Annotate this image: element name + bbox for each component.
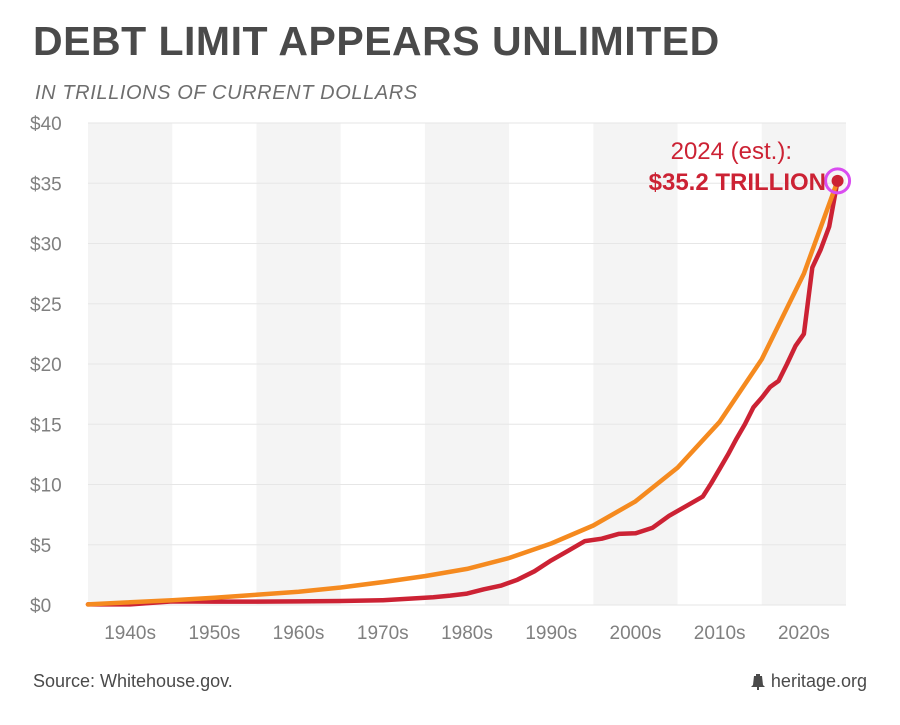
liberty-bell-icon <box>750 673 765 690</box>
y-tick-label: $5 <box>30 536 51 557</box>
chart-subtitle: IN TRILLIONS OF CURRENT DOLLARS <box>35 82 418 104</box>
source-note: Source: Whitehouse.gov. <box>33 671 233 691</box>
x-tick-label: 1940s <box>104 623 156 644</box>
y-tick-label: $20 <box>30 355 62 376</box>
x-tick-label: 1980s <box>441 623 493 644</box>
brand-name: heritage.org <box>770 671 867 691</box>
x-tick-label: 1970s <box>357 623 409 644</box>
gridlines <box>88 122 846 606</box>
y-tick-label: $30 <box>30 235 62 256</box>
y-tick-label: $40 <box>30 114 62 135</box>
x-tick-label: 2000s <box>610 623 662 644</box>
annotation-group: 2024 (est.): $35.2 TRILLION <box>649 138 852 196</box>
x-tick-label: 2020s <box>778 623 830 644</box>
x-tick-label: 1990s <box>525 623 577 644</box>
y-axis-tick-labels: $0 $5 $10 $15 $20 $25 $30 $35 $40 <box>30 114 62 617</box>
trend-line <box>85 178 840 607</box>
annotation-year-label: 2024 (est.): <box>671 138 792 165</box>
x-tick-label: 2010s <box>694 623 746 644</box>
debt-limit-line <box>85 178 840 607</box>
highlight-ring <box>824 167 852 195</box>
y-tick-label: $15 <box>30 415 62 436</box>
y-tick-label: $25 <box>30 295 62 316</box>
x-tick-label: 1950s <box>188 623 240 644</box>
brand-footer: heritage.org <box>750 671 867 692</box>
x-axis-tick-labels: 1940s 1950s 1960s 1970s 1980s 1990s 2000s 2010s… <box>104 623 830 644</box>
annotation-value-label: $35.2 TRILLION <box>649 169 826 196</box>
series-lines <box>85 178 840 607</box>
chart-title: DEBT LIMIT APPEARS UNLIMITED <box>33 18 720 64</box>
endpoint-dot <box>831 174 844 187</box>
y-tick-label: $0 <box>30 596 51 617</box>
y-tick-label: $35 <box>30 174 62 195</box>
y-tick-label: $10 <box>30 476 62 497</box>
x-tick-label: 1960s <box>273 623 325 644</box>
